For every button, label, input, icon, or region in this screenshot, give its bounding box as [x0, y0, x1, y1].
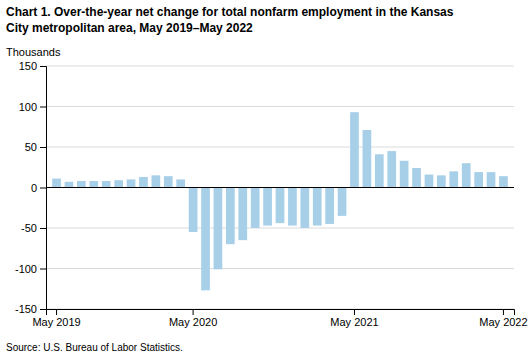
- x-tick: May 2020: [169, 309, 217, 328]
- bar: [114, 180, 123, 187]
- grid-line: [46, 268, 514, 269]
- x-tick: May 2021: [330, 309, 378, 328]
- bar: [189, 188, 198, 233]
- bar: [400, 161, 409, 188]
- y-tick: 150: [19, 60, 46, 72]
- bar: [375, 154, 384, 187]
- bar: [288, 188, 297, 226]
- y-tick: 50: [25, 141, 46, 153]
- tick-label: 50: [25, 141, 37, 153]
- bar: [425, 175, 434, 188]
- bar: [276, 188, 285, 224]
- bar: [238, 188, 247, 241]
- tick-mark: [40, 147, 46, 148]
- bar: [387, 151, 396, 187]
- bar: [300, 188, 309, 229]
- grid-line: [46, 187, 514, 188]
- tick-label: 150: [19, 60, 37, 72]
- bar: [214, 188, 223, 270]
- tick-label: 100: [19, 101, 37, 113]
- tick-mark: [503, 309, 504, 315]
- grid-line: [46, 147, 514, 148]
- bar: [89, 181, 98, 187]
- y-tick: 0: [31, 182, 46, 194]
- grid-line: [46, 66, 514, 67]
- y-tick: -50: [21, 222, 46, 234]
- bar: [102, 181, 111, 187]
- bar: [449, 171, 458, 187]
- bar: [437, 175, 446, 187]
- axis-line: [40, 67, 47, 310]
- bar: [65, 182, 74, 188]
- bar: [338, 188, 347, 216]
- grid-line: [46, 228, 514, 229]
- bar: [52, 179, 61, 188]
- tick-mark: [40, 66, 46, 67]
- bar: [164, 176, 173, 187]
- bar: [487, 172, 496, 187]
- bar: [127, 179, 136, 187]
- plot-area: -150-100-50050100150May 2019May 2020May …: [15, 60, 528, 328]
- tick-label: 0: [31, 182, 37, 194]
- tick-mark: [56, 309, 57, 315]
- tick-label: May 2020: [169, 316, 217, 328]
- y-tick: -100: [15, 263, 46, 275]
- y-tick: -150: [15, 303, 46, 315]
- bar: [412, 168, 421, 187]
- annotation: Source: U.S. Bureau of Labor Statistics.: [6, 342, 183, 353]
- tick-mark: [354, 309, 355, 315]
- bar: [226, 188, 235, 245]
- tick-label: -100: [15, 263, 37, 275]
- x-tick: May 2022: [479, 309, 527, 328]
- bar: [251, 188, 260, 229]
- bar: [139, 177, 148, 188]
- chart: Chart 1. Over-the-year net change for to…: [0, 0, 530, 357]
- bar: [263, 188, 272, 226]
- axis-line: [47, 310, 515, 316]
- y-axis: -150 -100 -50 0 50 100 150: [15, 60, 47, 315]
- bar: [474, 172, 483, 187]
- bar: [152, 175, 161, 187]
- tick-label: May 2022: [479, 316, 527, 328]
- tick-mark: [40, 107, 46, 108]
- subtitle: City metropolitan area, May 2019–May 202…: [6, 21, 253, 35]
- bar: [313, 188, 322, 226]
- bars: [46, 112, 514, 290]
- grid: [46, 66, 514, 309]
- tick-label: -50: [21, 222, 37, 234]
- tick-label: -150: [15, 303, 37, 315]
- y-label: Thousands: [6, 46, 61, 58]
- bar: [499, 176, 508, 187]
- x-axis: May 2019 May 2020 May 2021 May 2022: [32, 309, 527, 328]
- tick-label: May 2019: [32, 316, 80, 328]
- zero-line: [46, 187, 514, 188]
- bar: [77, 181, 86, 187]
- tick-mark: [193, 309, 194, 315]
- bar: [176, 179, 185, 187]
- bar: [350, 112, 359, 187]
- tick-mark: [40, 228, 46, 229]
- bar: [363, 130, 372, 188]
- bar: [201, 188, 210, 291]
- tick-mark: [40, 309, 46, 310]
- title: Chart 1. Over-the-year net change for to…: [6, 5, 454, 19]
- bar: [325, 188, 334, 224]
- y-tick: 100: [19, 101, 46, 113]
- x-tick: May 2019: [32, 309, 80, 328]
- tick-mark: [40, 269, 46, 270]
- tick-label: May 2021: [330, 316, 378, 328]
- grid-line: [46, 106, 514, 107]
- tick-mark: [40, 188, 46, 189]
- bar: [462, 163, 471, 187]
